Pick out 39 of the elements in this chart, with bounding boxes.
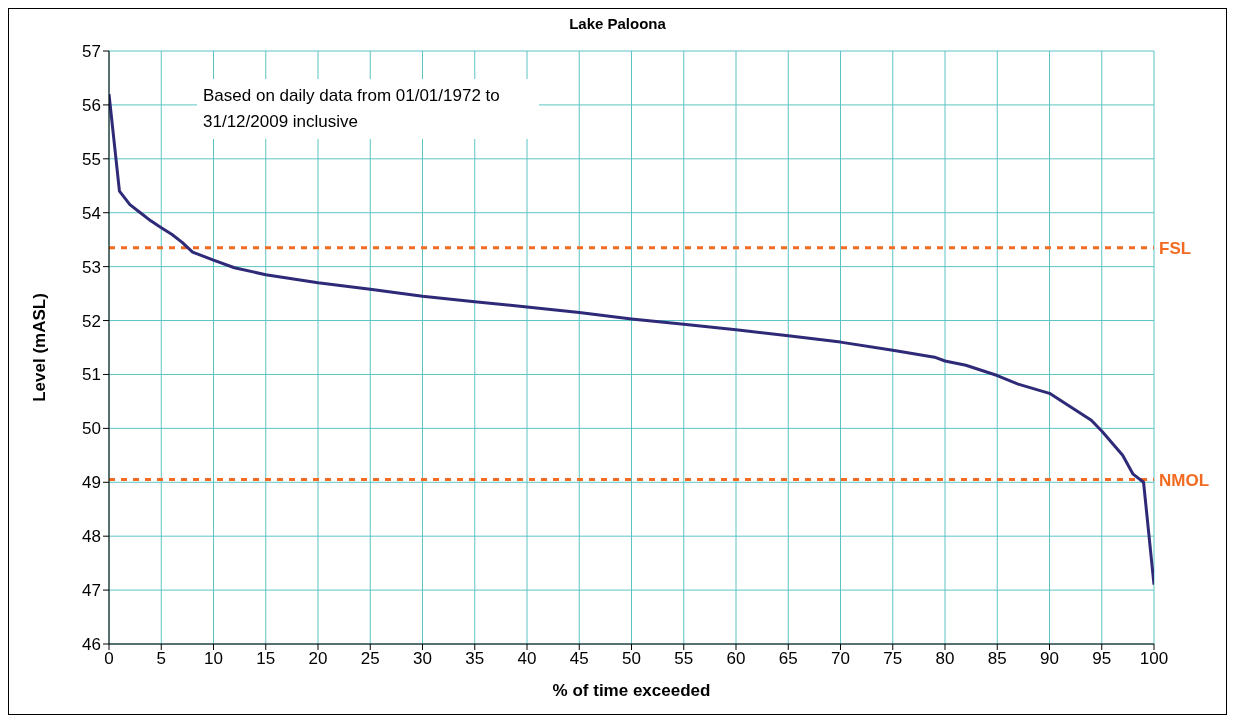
y-tick-label: 46 (82, 635, 101, 655)
text-box: Based on daily data from 01/01/1972 to 31/12/2009 inclusive (197, 79, 539, 139)
y-tick-label: 53 (82, 257, 101, 277)
y-tick-label: 55 (82, 149, 101, 169)
ref-line-label: FSL (1159, 238, 1192, 258)
y-tick-label: 48 (82, 527, 101, 547)
x-tick-label: 55 (674, 649, 694, 669)
y-tick-label: 54 (82, 203, 101, 223)
x-tick-label: 35 (465, 649, 485, 669)
y-axis-title: Level (mASL) (30, 293, 50, 402)
x-tick-label: 45 (569, 649, 589, 669)
y-tick-label: 47 (82, 581, 101, 601)
y-tick-label: 56 (82, 95, 101, 115)
x-tick-label: 5 (156, 649, 166, 669)
x-tick-label: 75 (883, 649, 903, 669)
y-tick-label: 50 (82, 419, 101, 439)
x-tick-label: 50 (622, 649, 641, 669)
chart-title: Lake Paloona (568, 15, 667, 32)
x-tick-label: 60 (726, 649, 746, 669)
x-tick-label: 20 (308, 649, 328, 669)
x-tick-label: 95 (1092, 649, 1112, 669)
y-tick-label: 51 (82, 365, 101, 385)
ref-line-label: NMOL (1159, 470, 1210, 490)
y-tick-label: 52 (82, 311, 101, 331)
y-tick-label: 49 (82, 473, 101, 493)
x-tick-label: 0 (104, 649, 114, 669)
x-tick-label: 40 (517, 649, 537, 669)
x-tick-label: 80 (935, 649, 955, 669)
y-tick-label: 57 (82, 42, 101, 62)
x-tick-label: 85 (987, 649, 1007, 669)
x-axis-title: % of time exceeded (552, 681, 711, 700)
x-tick-label: 70 (831, 649, 850, 669)
x-tick-label: 25 (360, 649, 380, 669)
x-tick-label: 10 (204, 649, 223, 669)
x-tick-label: 15 (256, 649, 276, 669)
x-tick-label: 100 (1139, 649, 1169, 669)
x-tick-label: 65 (778, 649, 798, 669)
x-tick-label: 90 (1040, 649, 1059, 669)
x-tick-label: 30 (413, 649, 432, 669)
